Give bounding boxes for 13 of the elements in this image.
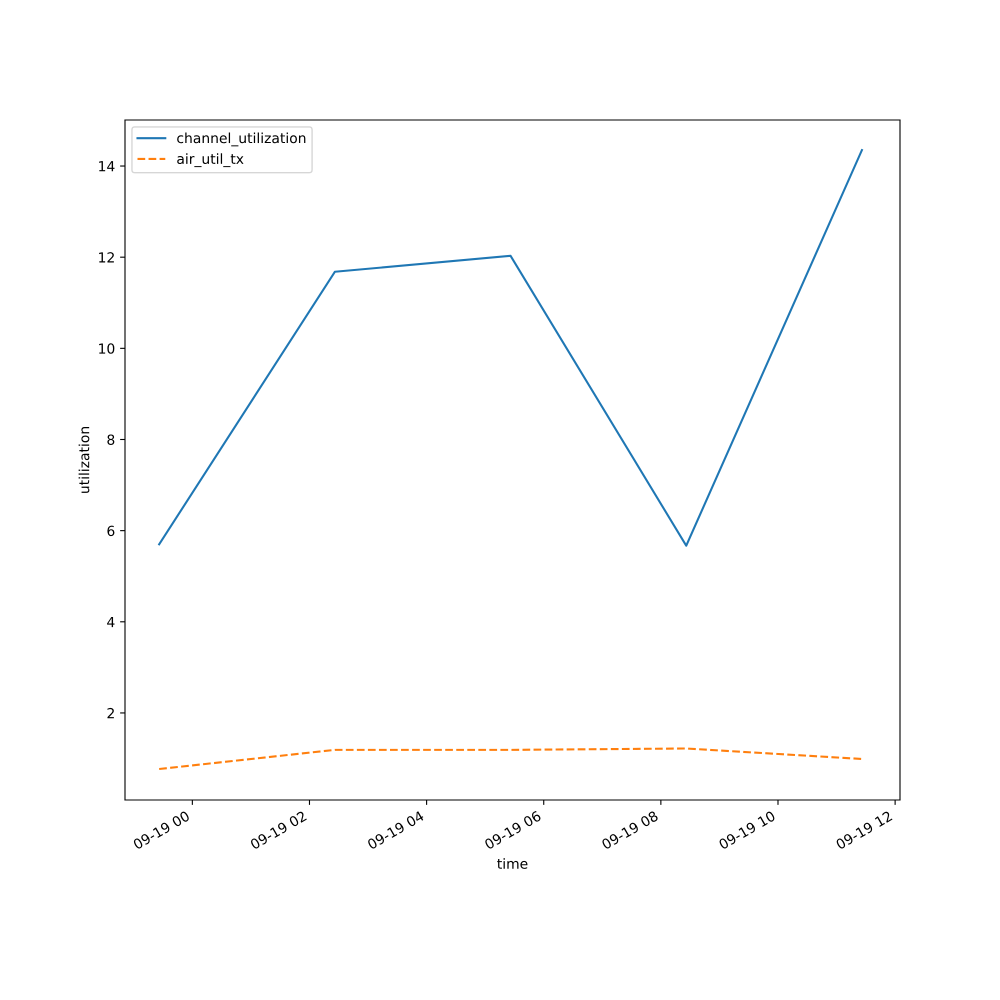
x-axis-title: time xyxy=(497,858,528,869)
y-tick-label: 2 xyxy=(107,708,114,718)
legend-label: air_util_tx xyxy=(177,153,244,168)
y-tick-label: 10 xyxy=(99,343,114,354)
y-tick-label: 8 xyxy=(107,434,114,445)
line-series xyxy=(158,149,863,547)
y-tick-label: 14 xyxy=(99,161,114,172)
y-tick-label: 4 xyxy=(107,616,114,628)
y-axis-title: utilization xyxy=(78,427,90,493)
y-tick-label: 6 xyxy=(107,526,114,536)
legend-label: channel_utilization xyxy=(177,132,306,146)
y-tick-label: 12 xyxy=(99,252,114,262)
line-series xyxy=(158,747,863,770)
